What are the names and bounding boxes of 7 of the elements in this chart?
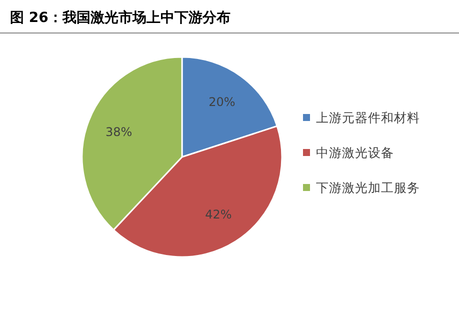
legend-label: 上游元器件和材料 bbox=[316, 110, 420, 125]
legend-label: 下游激光加工服务 bbox=[316, 180, 420, 195]
legend-label: 中游激光设备 bbox=[316, 145, 394, 160]
chart-title: 图 26：我国激光市场上中下游分布 bbox=[10, 9, 230, 26]
data-label: 20% bbox=[208, 94, 236, 109]
data-label: 38% bbox=[105, 124, 132, 139]
data-label: 42% bbox=[205, 207, 232, 222]
